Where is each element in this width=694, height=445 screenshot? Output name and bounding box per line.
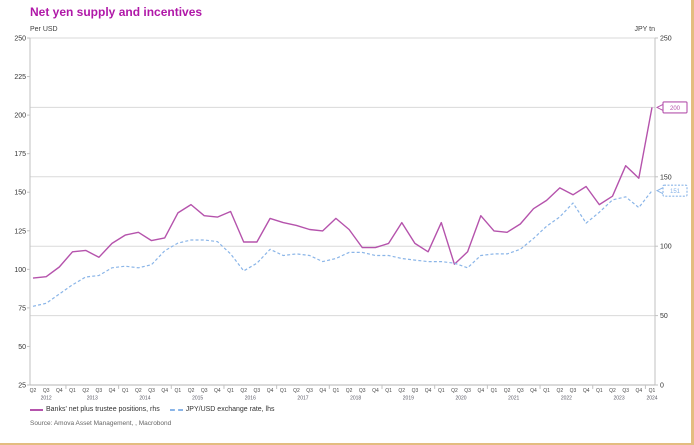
- x-year-label: 2024: [646, 396, 657, 402]
- chart-title: Net yen supply and incentives: [30, 5, 203, 19]
- x-quarter-label: Q1: [596, 388, 603, 394]
- left-tick-label: 250: [14, 36, 26, 43]
- banks-value-callout: 200: [655, 101, 688, 114]
- x-year-label: 2022: [561, 396, 572, 402]
- x-quarter-label: Q1: [438, 388, 445, 394]
- legend-label-fx: JPY/USD exchange rate, lhs: [185, 406, 275, 413]
- x-year-label: 2014: [139, 396, 150, 402]
- x-quarter-label: Q2: [609, 388, 616, 394]
- x-quarter-label: Q1: [280, 388, 287, 394]
- x-quarter-label: Q2: [504, 388, 511, 394]
- x-quarter-label: Q2: [293, 388, 300, 394]
- x-quarter-label: Q4: [214, 388, 221, 394]
- x-year-label: 2013: [87, 396, 98, 402]
- left-tick-label: 150: [14, 190, 26, 197]
- left-axis-unit-label: Per USD: [30, 26, 58, 33]
- x-year-label: 2021: [508, 396, 519, 402]
- callout-box: [662, 101, 688, 114]
- x-year-label: 2012: [41, 396, 52, 402]
- left-tick-label: 200: [14, 113, 26, 120]
- x-quarter-label: Q3: [96, 388, 103, 394]
- x-quarter-label: Q3: [306, 388, 313, 394]
- x-quarter-label: Q3: [359, 388, 366, 394]
- right-tick-label: 0: [660, 383, 664, 390]
- x-quarter-label: Q1: [227, 388, 234, 394]
- x-quarter-label: Q2: [82, 388, 89, 394]
- x-quarter-label: Q3: [517, 388, 524, 394]
- x-quarter-label: Q3: [43, 388, 50, 394]
- legend: Banks' net plus trustee positions, rhs J…: [30, 406, 275, 413]
- x-quarter-label: Q4: [319, 388, 326, 394]
- x-year-label: 2020: [455, 396, 466, 402]
- x-quarter-label: Q4: [161, 388, 168, 394]
- right-tick-label: 100: [660, 244, 672, 251]
- right-tick-label: 50: [660, 313, 668, 320]
- left-tick-label: 225: [14, 74, 26, 81]
- right-tick-label: 150: [660, 174, 672, 181]
- x-quarter-label: Q1: [649, 388, 656, 394]
- x-quarter-label: Q2: [451, 388, 458, 394]
- x-year-label: 2016: [245, 396, 256, 402]
- left-tick-label: 25: [18, 383, 26, 390]
- x-quarter-label: Q3: [148, 388, 155, 394]
- jpy-usd-rate-line: [32, 190, 653, 307]
- x-year-label: 2017: [297, 396, 308, 402]
- left-tick-label: 100: [14, 267, 26, 274]
- source-text: Source: Amova Asset Management, , Macrob…: [30, 420, 172, 427]
- x-quarter-label: Q2: [556, 388, 563, 394]
- legend-item-fx: JPY/USD exchange rate, lhs: [169, 406, 275, 413]
- callout-value-label: 151: [670, 189, 681, 195]
- x-quarter-label: Q2: [30, 388, 37, 394]
- x-year-label: 2019: [403, 396, 414, 402]
- x-year-label: 2023: [614, 396, 625, 402]
- banks-line-swatch-icon: [30, 408, 43, 411]
- left-tick-label: 50: [18, 344, 26, 351]
- gridlines: [30, 37, 655, 317]
- x-quarter-label: Q1: [543, 388, 550, 394]
- x-quarter-label: Q3: [254, 388, 261, 394]
- legend-item-banks: Banks' net plus trustee positions, rhs: [30, 406, 160, 413]
- x-quarter-label: Q4: [425, 388, 432, 394]
- x-quarter-label: Q4: [267, 388, 274, 394]
- x-quarter-label: Q3: [464, 388, 471, 394]
- x-quarter-label: Q1: [122, 388, 129, 394]
- x-quarter-label: Q4: [530, 388, 537, 394]
- left-tick-label: 125: [14, 228, 26, 235]
- callout-value-label: 200: [670, 106, 681, 112]
- x-quarter-label: Q4: [583, 388, 590, 394]
- x-quarter-label: Q1: [491, 388, 498, 394]
- x-quarter-label: Q3: [412, 388, 419, 394]
- callout-box: [662, 184, 688, 197]
- x-quarter-label: Q2: [240, 388, 247, 394]
- x-quarter-label: Q1: [385, 388, 392, 394]
- x-quarter-label: Q2: [346, 388, 353, 394]
- legend-label-banks: Banks' net plus trustee positions, rhs: [46, 406, 160, 413]
- left-tick-label: 175: [14, 151, 26, 158]
- x-quarter-label: Q3: [201, 388, 208, 394]
- x-quarter-label: Q3: [570, 388, 577, 394]
- x-quarter-label: Q4: [477, 388, 484, 394]
- banks-positions-line: [32, 107, 653, 279]
- x-quarter-label: Q1: [333, 388, 340, 394]
- right-tick-label: 250: [660, 36, 672, 43]
- x-quarter-label: Q1: [69, 388, 76, 394]
- fx-value-callout: 151: [655, 184, 688, 197]
- x-quarter-label: Q1: [175, 388, 182, 394]
- x-quarter-label: Q4: [109, 388, 116, 394]
- x-year-label: 2015: [192, 396, 203, 402]
- x-quarter-label: Q2: [398, 388, 405, 394]
- x-year-label: 2018: [350, 396, 361, 402]
- x-quarter-label: Q2: [188, 388, 195, 394]
- x-quarter-label: Q4: [372, 388, 379, 394]
- right-axis-unit-label: JPY tn: [635, 26, 656, 33]
- fx-line-swatch-icon: [169, 408, 183, 411]
- x-quarter-label: Q3: [622, 388, 629, 394]
- left-tick-label: 75: [18, 305, 26, 312]
- x-quarter-label: Q4: [56, 388, 63, 394]
- x-quarter-label: Q4: [635, 388, 642, 394]
- x-quarter-label: Q2: [135, 388, 142, 394]
